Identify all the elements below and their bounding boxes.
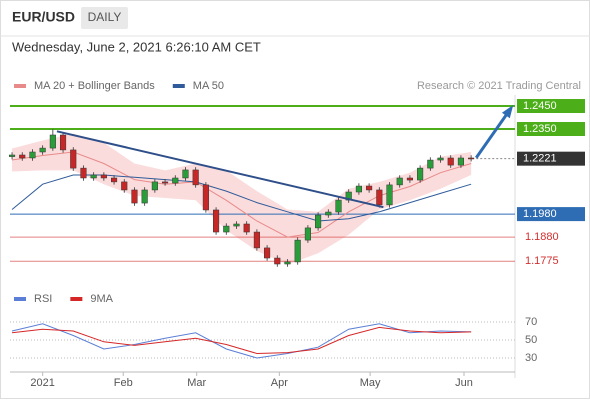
source: Research © 2021 Trading Central	[417, 80, 581, 92]
level-label: 1.1775	[525, 255, 559, 267]
candle-body	[468, 157, 475, 160]
candle-body	[243, 223, 250, 233]
x-tick-label: Apr	[271, 377, 288, 389]
y-tick-label: 70	[525, 316, 537, 328]
x-tick-label: 2021	[30, 377, 54, 389]
candle-body	[162, 181, 169, 184]
candle-body	[131, 189, 138, 204]
timestamp: Wednesday, June 2, 2021 6:26:10 AM CET	[12, 39, 261, 54]
legend-swatch	[70, 297, 83, 301]
ma50-line	[11, 174, 472, 222]
period-badge	[81, 7, 128, 29]
candle-body	[325, 211, 332, 216]
x-tick-label: Jun	[455, 377, 473, 389]
legend-label: MA 20 + Bollinger Bands	[34, 80, 155, 92]
y-tick-label: 30	[525, 352, 537, 364]
candle-body	[396, 177, 403, 186]
candle-body	[457, 157, 464, 166]
candle-body	[355, 185, 362, 193]
candle-body	[151, 181, 158, 191]
candle-body	[49, 134, 56, 149]
arrow-head	[501, 105, 514, 119]
level-label-box	[517, 207, 585, 222]
forecast-arrow	[475, 107, 513, 159]
ma20-line	[11, 151, 472, 238]
candle-body	[141, 189, 148, 204]
candle-body	[406, 177, 413, 181]
candle-body	[253, 231, 260, 249]
x-tick-label: Mar	[187, 377, 206, 389]
legend-label: 9MA	[90, 293, 113, 305]
level-label: 1.2221	[523, 153, 557, 165]
candle-body	[386, 184, 393, 206]
candle-body	[182, 169, 189, 179]
legend-swatch	[14, 297, 26, 301]
candle-body	[366, 185, 373, 191]
candle-body	[192, 169, 199, 186]
candle-body	[264, 247, 271, 259]
candle-body	[8, 154, 16, 157]
candle-body	[19, 154, 26, 159]
candle-body	[39, 147, 46, 153]
legend-swatch	[172, 84, 185, 88]
candle-body	[447, 157, 454, 166]
x-tick-label: Feb	[114, 377, 133, 389]
candle-body	[59, 134, 67, 151]
candle-body	[90, 174, 97, 179]
candle-body	[274, 257, 281, 265]
candle-body	[172, 177, 179, 184]
trendline	[56, 130, 384, 209]
level-label: 1.2350	[523, 123, 557, 135]
legend-swatch	[14, 84, 26, 88]
indicator-line	[11, 323, 472, 359]
instrument-title: EUR/USD	[12, 9, 75, 25]
y-tick-label: 50	[525, 334, 537, 346]
level-label-box	[517, 122, 585, 136]
indicator-line	[11, 326, 472, 355]
candle-body	[29, 151, 36, 159]
candle-body	[100, 174, 107, 179]
legend-label: MA 50	[193, 80, 224, 92]
legend-label: RSI	[34, 293, 52, 305]
candle-body	[70, 149, 77, 169]
period-label: DAILY	[88, 10, 122, 24]
candle-body	[284, 261, 291, 265]
level-label-box	[517, 151, 585, 166]
candle-body	[121, 181, 128, 191]
level-label: 1.1880	[525, 231, 559, 243]
candle-body	[223, 225, 230, 233]
candle-body	[233, 223, 240, 227]
level-label: 1.1980	[523, 208, 557, 220]
candle-body	[304, 227, 311, 241]
candle-body	[294, 239, 301, 263]
candle-body	[80, 167, 87, 179]
candle-body	[202, 184, 209, 211]
candle-body	[437, 157, 444, 161]
candle-body	[417, 167, 424, 181]
level-label: 1.2450	[523, 100, 557, 112]
candle-body	[111, 177, 118, 183]
candle-body	[376, 189, 383, 206]
candle-body	[213, 209, 220, 233]
level-label-box	[517, 99, 585, 113]
candle-body	[315, 214, 322, 229]
bollinger-band	[12, 133, 472, 265]
candle-body	[427, 159, 434, 169]
x-tick-label: May	[360, 377, 381, 389]
candle-body	[335, 199, 342, 213]
